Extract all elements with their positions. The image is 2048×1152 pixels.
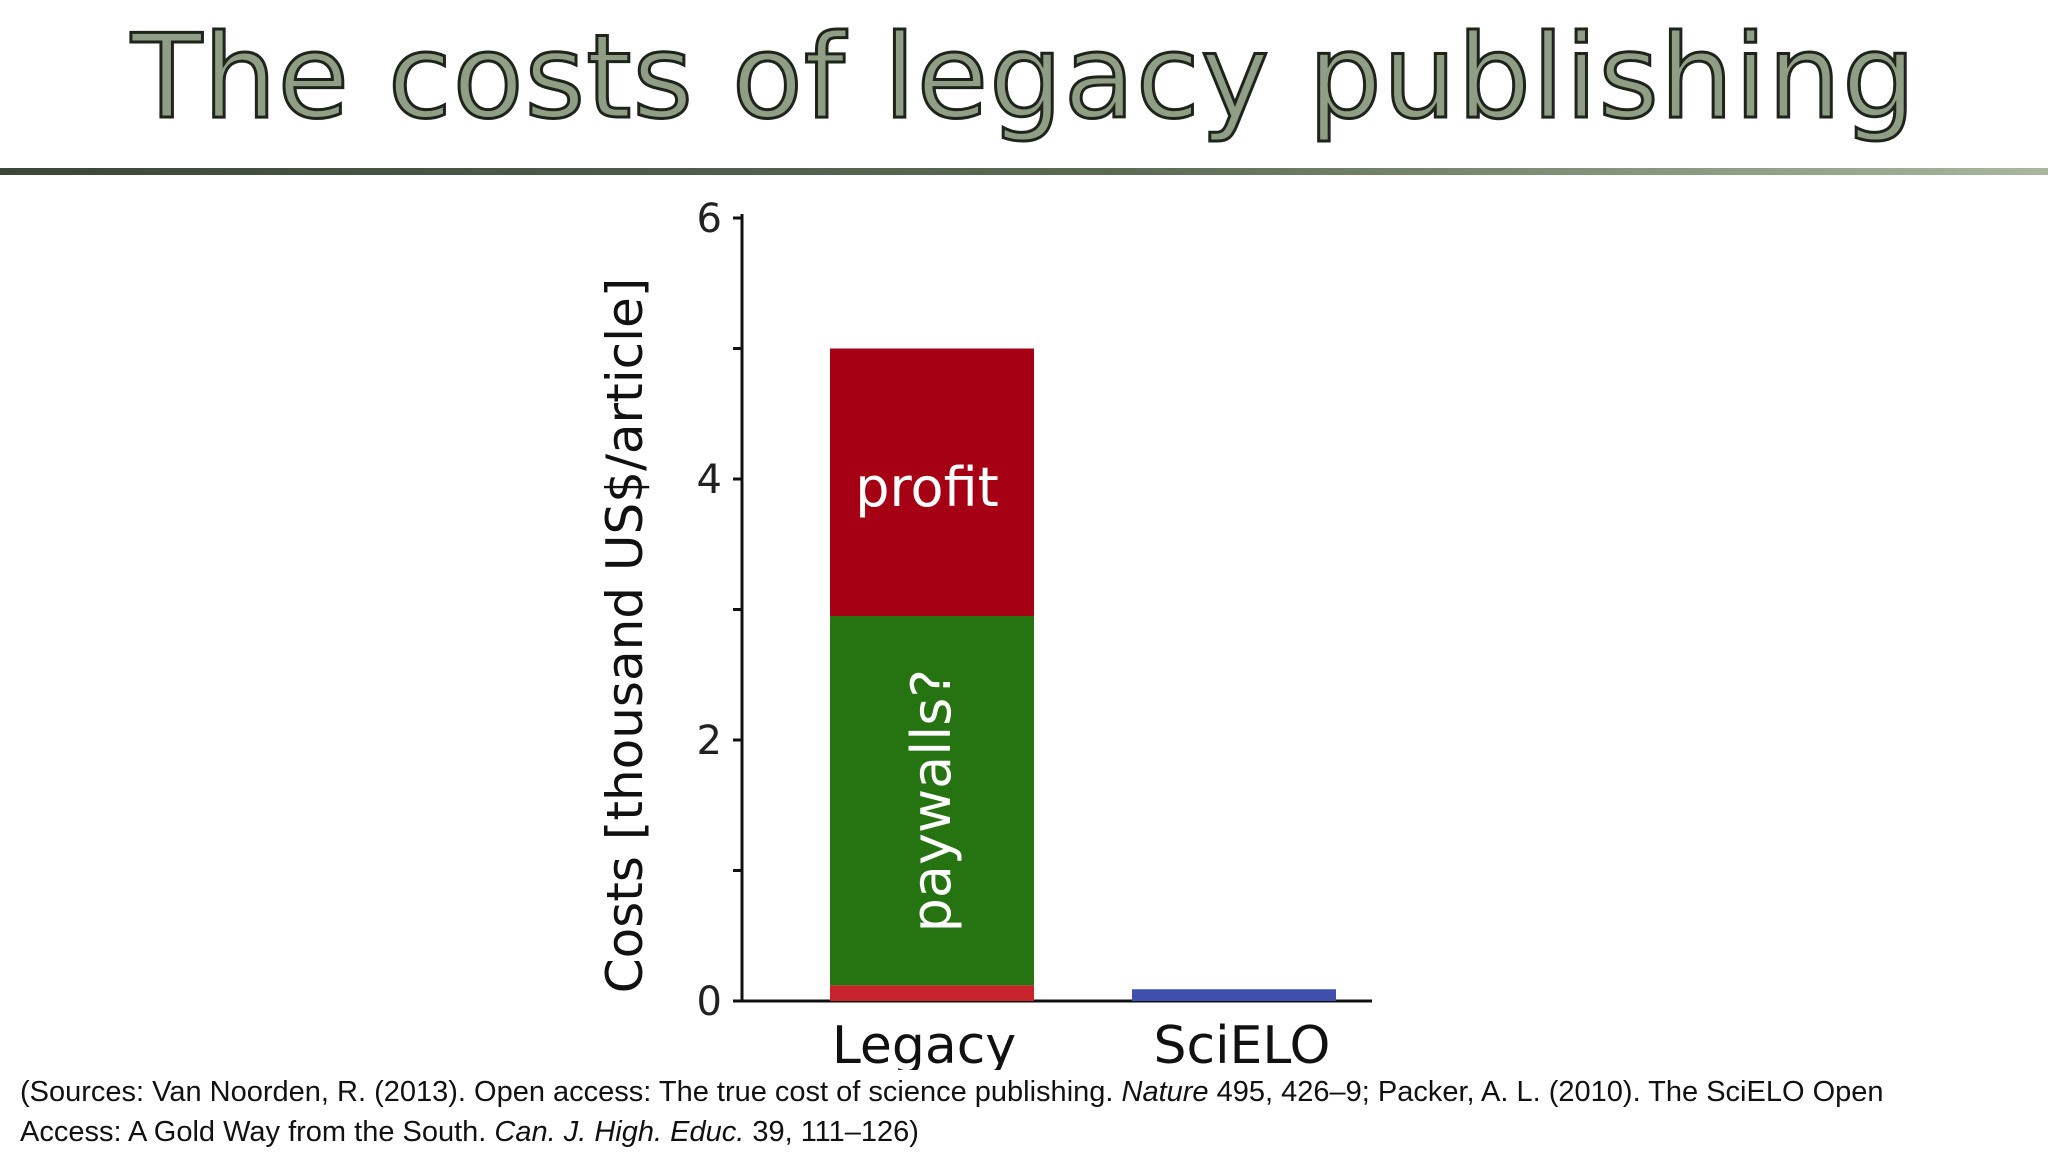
citation-line2-tail: 39, 111–126) [744,1116,919,1148]
axes [733,214,1372,1003]
bar-segment-base [830,985,1034,1001]
bars [830,348,1336,1001]
citation-journal-cjhe: Can. J. High. Educ. [494,1116,745,1148]
citation-line1-tail: 495, 426–9; Packer, A. L. (2010). The Sc… [1208,1076,1884,1108]
sources-citation: (Sources: Van Noorden, R. (2013). Open a… [20,1072,2020,1152]
bar-label-profit: profit [855,456,999,519]
y-axis-label: Costs [thousand US$/article] [596,278,654,994]
y-tick-label: 0 [697,979,722,1025]
citation-journal-nature: Nature [1121,1076,1209,1108]
x-category-label: SciELO [1154,1016,1331,1070]
y-tick-label: 6 [697,196,722,242]
slide-title: The costs of legacy publishing [130,9,1917,147]
bar-segment-profit [830,348,1034,617]
bar-segment-paywalls [830,616,1034,986]
x-category-label: Legacy [832,1016,1016,1070]
labels: 0 2 4 6 Costs [thousand US$/article] paywalls… [596,196,1330,1070]
y-tick-label: 4 [697,457,722,503]
bar-label-paywalls: paywalls? [900,669,963,932]
y-tick-label: 2 [697,718,722,764]
citation-line1-text: (Sources: Van Noorden, R. (2013). Open a… [20,1076,1122,1108]
cost-bar-chart: 0 2 4 6 Costs [thousand US$/article] paywalls… [596,196,1372,1070]
citation-line2-text: Access: A Gold Way from the South. [20,1116,495,1148]
bar-segment-scielo [1132,989,1336,1001]
title-divider [0,168,2048,175]
